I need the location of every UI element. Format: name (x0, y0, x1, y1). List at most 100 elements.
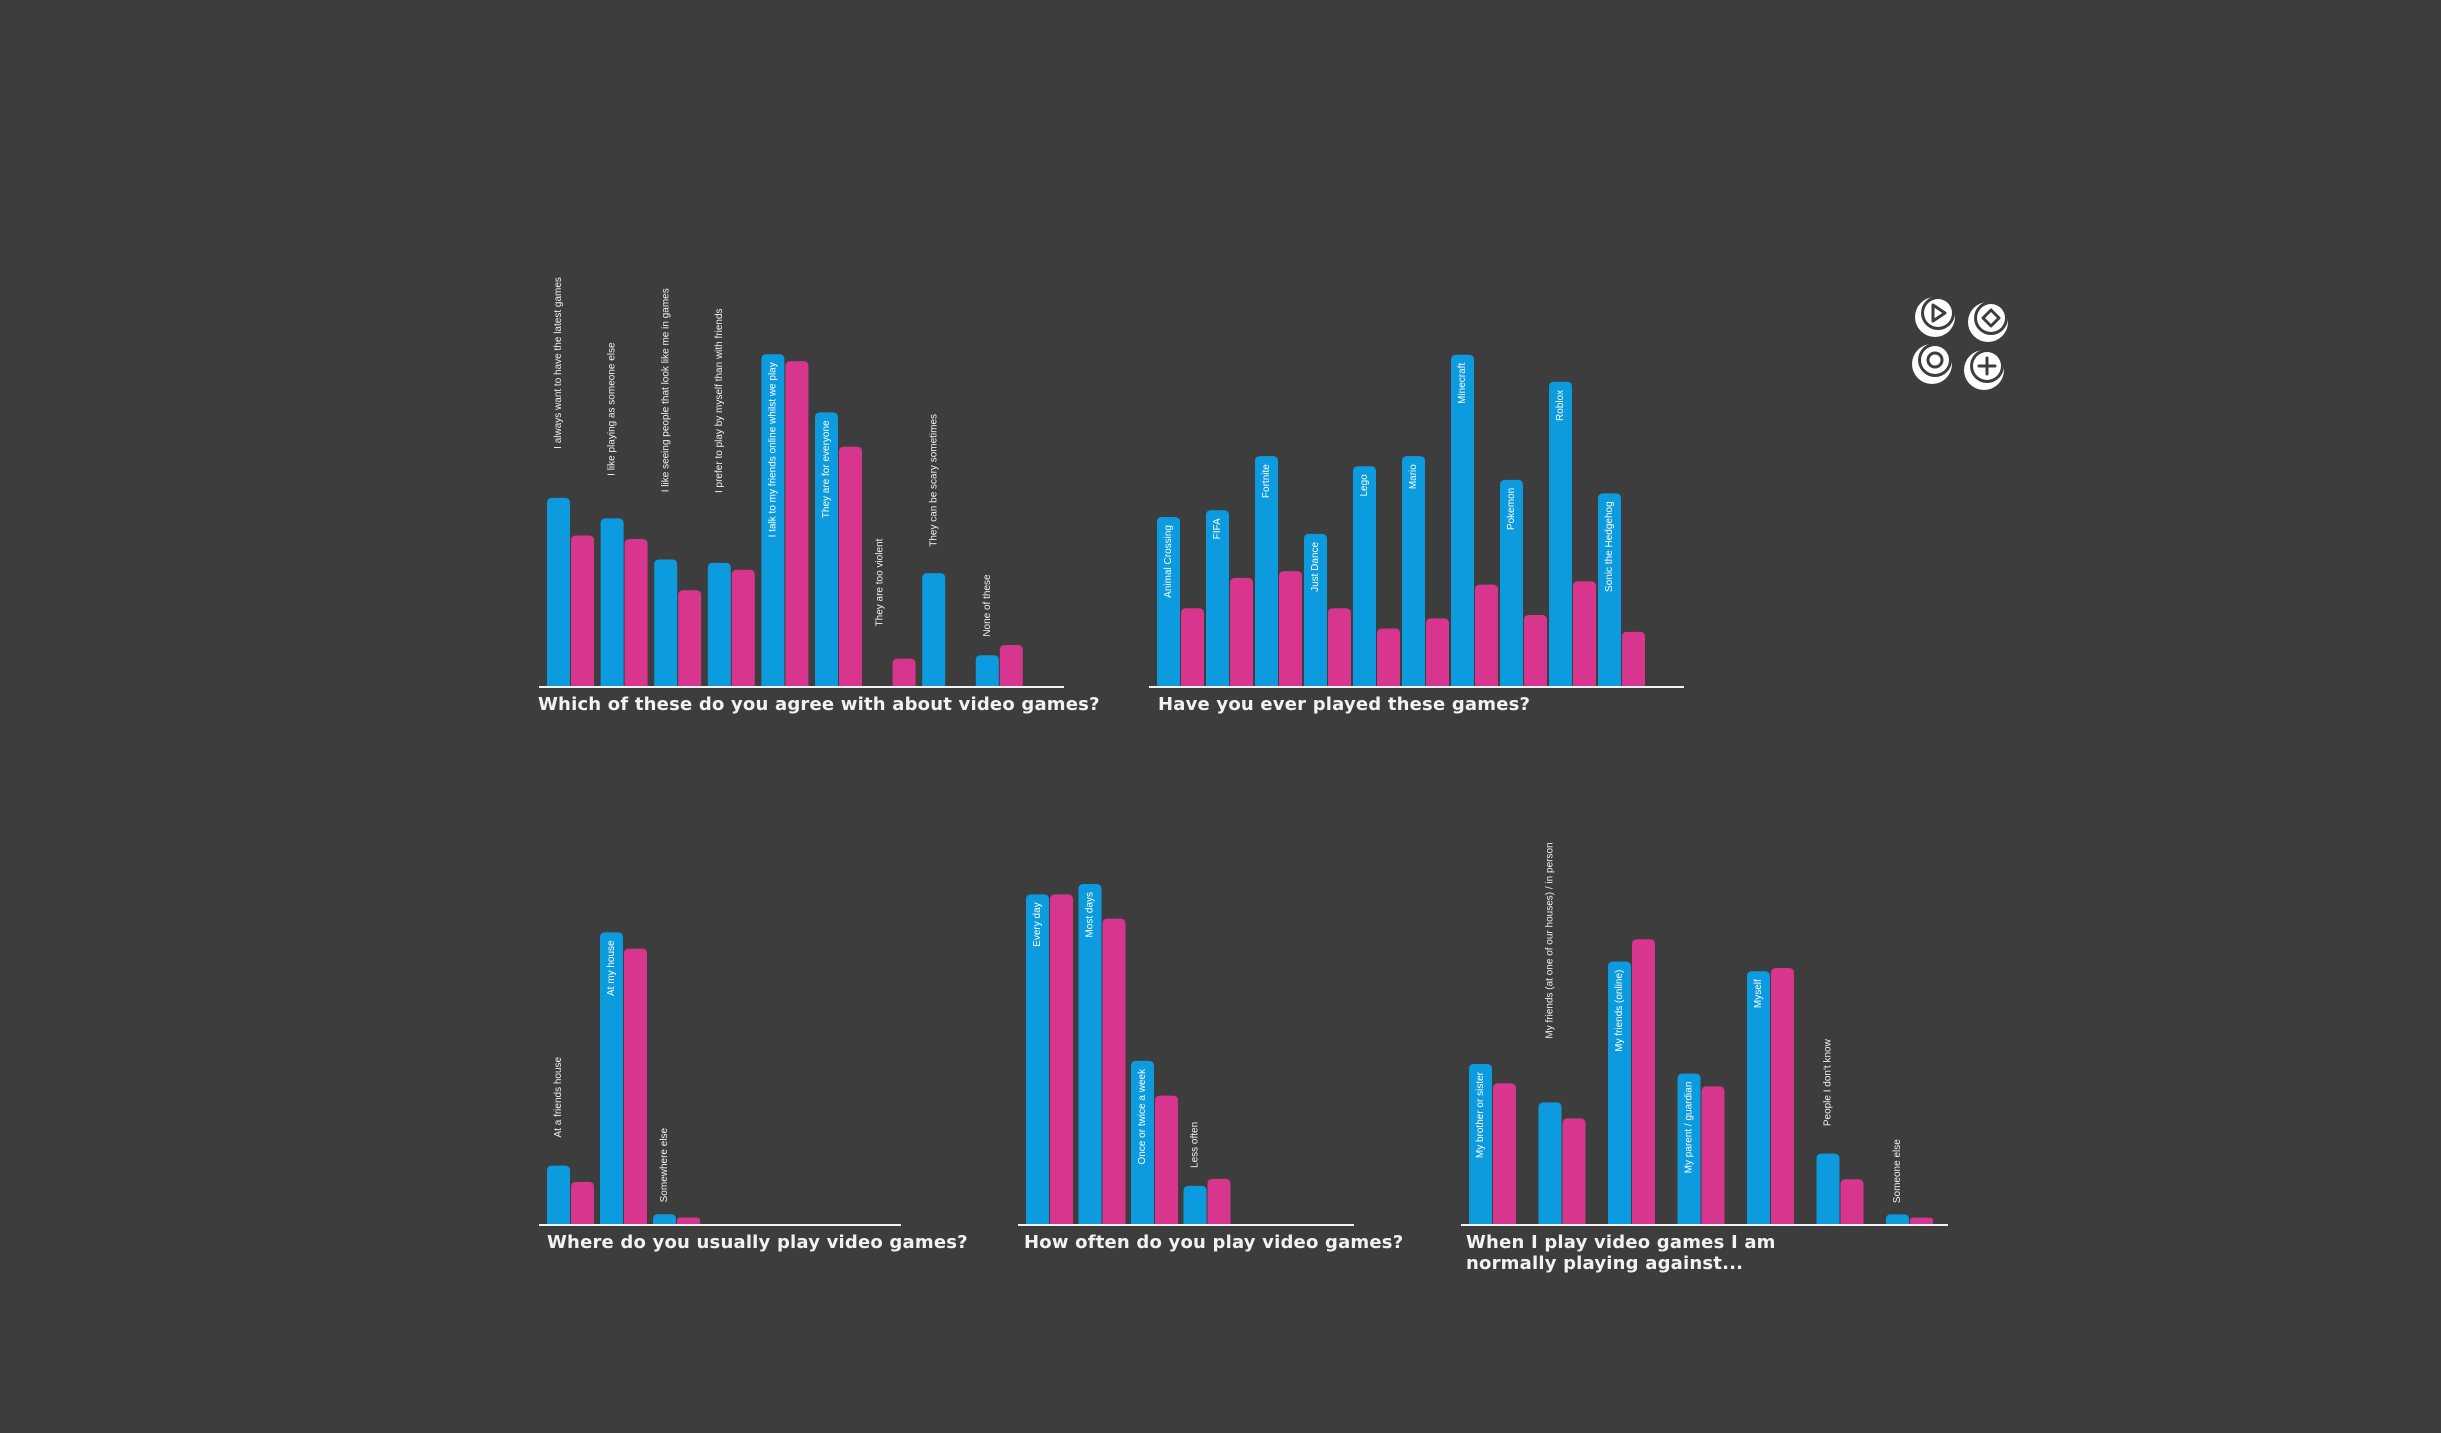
chart-title-played: Have you ever played these games? (1158, 694, 1531, 715)
bar-b (1632, 939, 1655, 1224)
bar-a (1131, 1060, 1154, 1224)
category-label: Roblox (1555, 390, 1566, 421)
bar-b (1840, 1179, 1864, 1224)
bar-a (922, 573, 946, 686)
bar-b (1279, 571, 1302, 686)
bar-b (1328, 608, 1351, 686)
category-label: FIFA (1212, 518, 1223, 539)
bar-a (1304, 533, 1327, 686)
bar-a (1598, 493, 1621, 686)
bar-a (1538, 1102, 1562, 1224)
category-label: Animal Crossing (1163, 525, 1174, 598)
bar-b (731, 569, 755, 686)
category-label: Most days (1085, 892, 1096, 938)
bar-b (1207, 1178, 1231, 1224)
chart-where: At a friends house At my house Somewhere e… (539, 932, 901, 1226)
bar-a (1500, 479, 1523, 686)
category-label: Less often (1190, 1122, 1201, 1168)
bar-a (1886, 1214, 1909, 1224)
bar-a (547, 497, 570, 686)
chart-title-agree: Which of these do you agree with about v… (538, 694, 1100, 715)
bar-a (653, 1214, 676, 1224)
category-label: My brother or sister (1475, 1071, 1486, 1158)
bar-b (624, 538, 648, 686)
bar-a (975, 655, 999, 686)
bar-b (1475, 584, 1498, 686)
bar-b (1910, 1217, 1933, 1224)
category-label: I prefer to play by myself than with fri… (714, 308, 725, 493)
category-label: I always want to have the latest games (553, 277, 564, 449)
category-label: At a friends house (553, 1056, 564, 1137)
diamond-button-icon (1968, 301, 2008, 342)
bar-a (600, 932, 623, 1224)
bar-a (1549, 381, 1572, 686)
chart-title-where: Where do you usually play video games? (547, 1232, 968, 1253)
bar-a (600, 518, 624, 686)
bar-b (1155, 1095, 1178, 1224)
category-label: Sonic the Hedgehog (1604, 501, 1615, 592)
chart-played: Animal Crossing FIFA Fortnite Just Dance Leg… (1149, 354, 1684, 688)
bar-a (815, 412, 838, 686)
category-label: Once or twice a week (1137, 1068, 1148, 1165)
bar-b (839, 446, 862, 686)
bar-a (1157, 517, 1180, 686)
category-label: My parent / guardian (1684, 1082, 1695, 1174)
category-label: Somewhere else (659, 1127, 670, 1202)
bar-b (1493, 1083, 1516, 1224)
bar-a (1183, 1185, 1207, 1224)
category-label: Pokemon (1506, 488, 1517, 530)
bar-a (707, 562, 731, 686)
bar-a (547, 1165, 570, 1224)
bar-a (761, 354, 785, 686)
bar-a (1353, 466, 1376, 686)
chart-title-how-often: How often do you play video games? (1024, 1232, 1404, 1253)
bar-a (1451, 354, 1474, 686)
category-label: My friends (at one of our houses) / in p… (1545, 842, 1556, 1038)
bar-a (1255, 456, 1278, 686)
category-label: They are for everyone (821, 420, 832, 518)
bar-b (1701, 1086, 1725, 1224)
category-label: Fortnite (1261, 464, 1272, 498)
plus-button-icon (1964, 349, 2004, 390)
bar-b (677, 1217, 700, 1224)
category-label: At my house (606, 940, 617, 996)
category-label: Myself (1753, 979, 1764, 1008)
category-label: I like playing as someone else (607, 342, 618, 476)
bar-a (654, 559, 678, 686)
bar-b (999, 644, 1023, 686)
bar-b (1102, 918, 1126, 1224)
chart-against: My brother or sister My friends (at one o… (1461, 842, 1948, 1226)
bar-a (1469, 1064, 1492, 1224)
bar-b (1426, 618, 1449, 686)
bar-b (892, 658, 916, 686)
category-label: Lego (1359, 474, 1370, 497)
bar-b (1622, 631, 1645, 686)
category-label: They are too violent (875, 538, 886, 626)
bar-b (571, 1181, 594, 1224)
bar-b (678, 590, 702, 686)
bar-b (624, 948, 647, 1224)
category-label: None of these (982, 574, 993, 637)
bar-a (1206, 510, 1229, 686)
bar-b (1230, 577, 1253, 686)
category-label: Minecraft (1457, 363, 1468, 404)
bar-a (1816, 1153, 1840, 1224)
bar-b (785, 361, 809, 686)
bar-a (1402, 456, 1425, 686)
category-label: They can be scary sometimes (928, 414, 939, 547)
bar-b (1050, 894, 1073, 1224)
bar-b (1771, 968, 1794, 1224)
bar-b (1377, 628, 1400, 686)
bar-b (1181, 608, 1204, 686)
circle-button-icon (1912, 343, 1952, 384)
bar-a (1078, 883, 1102, 1224)
bar-b (1562, 1118, 1586, 1224)
play-button-icon (1915, 296, 1955, 337)
bar-a (1747, 971, 1770, 1224)
bar-a (1026, 894, 1049, 1224)
game-controller-buttons-logo (1912, 296, 2008, 390)
category-label: I like seeing people that look like me i… (660, 288, 671, 492)
bar-a (1677, 1073, 1701, 1224)
